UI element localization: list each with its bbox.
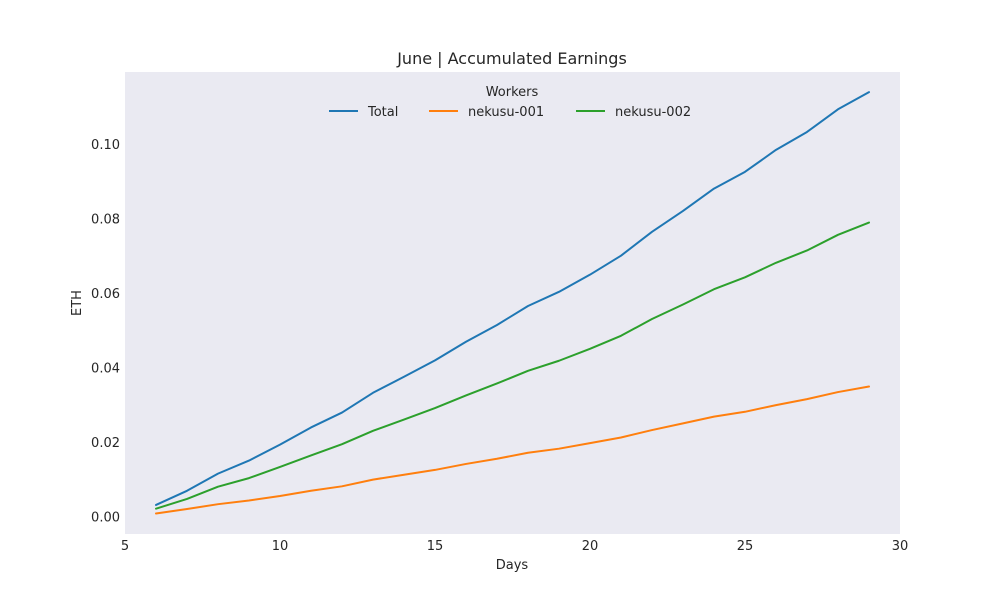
x-tick-labels: 5 10 15 20 25 30 [121,539,908,554]
x-tick-label: 15 [427,539,444,554]
y-tick-label: 0.00 [91,511,120,526]
y-tick-label: 0.08 [91,213,120,228]
y-tick-label: 0.06 [91,287,120,302]
legend-item-total: Total [329,105,398,120]
legend-label: nekusu-002 [615,105,691,120]
legend-label: Total [367,105,398,120]
legend-title: Workers [486,85,539,100]
legend-item-nekusu-002: nekusu-002 [576,105,691,120]
y-tick-label: 0.02 [91,436,120,451]
x-tick-label: 5 [121,539,129,554]
chart-title: June | Accumulated Earnings [396,49,627,68]
legend-items: Total nekusu-001 nekusu-002 [329,105,691,120]
legend-item-nekusu-001: nekusu-001 [429,105,544,120]
series-line-nekusu-001 [155,385,870,515]
x-tick-label: 20 [582,539,599,554]
y-tick-label: 0.10 [91,138,120,153]
legend-label: nekusu-001 [468,105,544,120]
y-tick-labels: 0.00 0.02 0.04 0.06 0.08 0.10 [91,138,120,526]
series-layer [155,91,870,515]
y-axis-label: ETH [70,290,85,316]
x-tick-label: 25 [737,539,754,554]
x-tick-label: 30 [892,539,909,554]
y-tick-label: 0.04 [91,362,120,377]
x-tick-label: 10 [272,539,289,554]
series-line-nekusu-002 [155,221,870,510]
legend: Workers Total nekusu-001 nekusu-002 [329,85,691,120]
series-line-total [155,91,870,506]
x-axis-label: Days [496,558,529,573]
